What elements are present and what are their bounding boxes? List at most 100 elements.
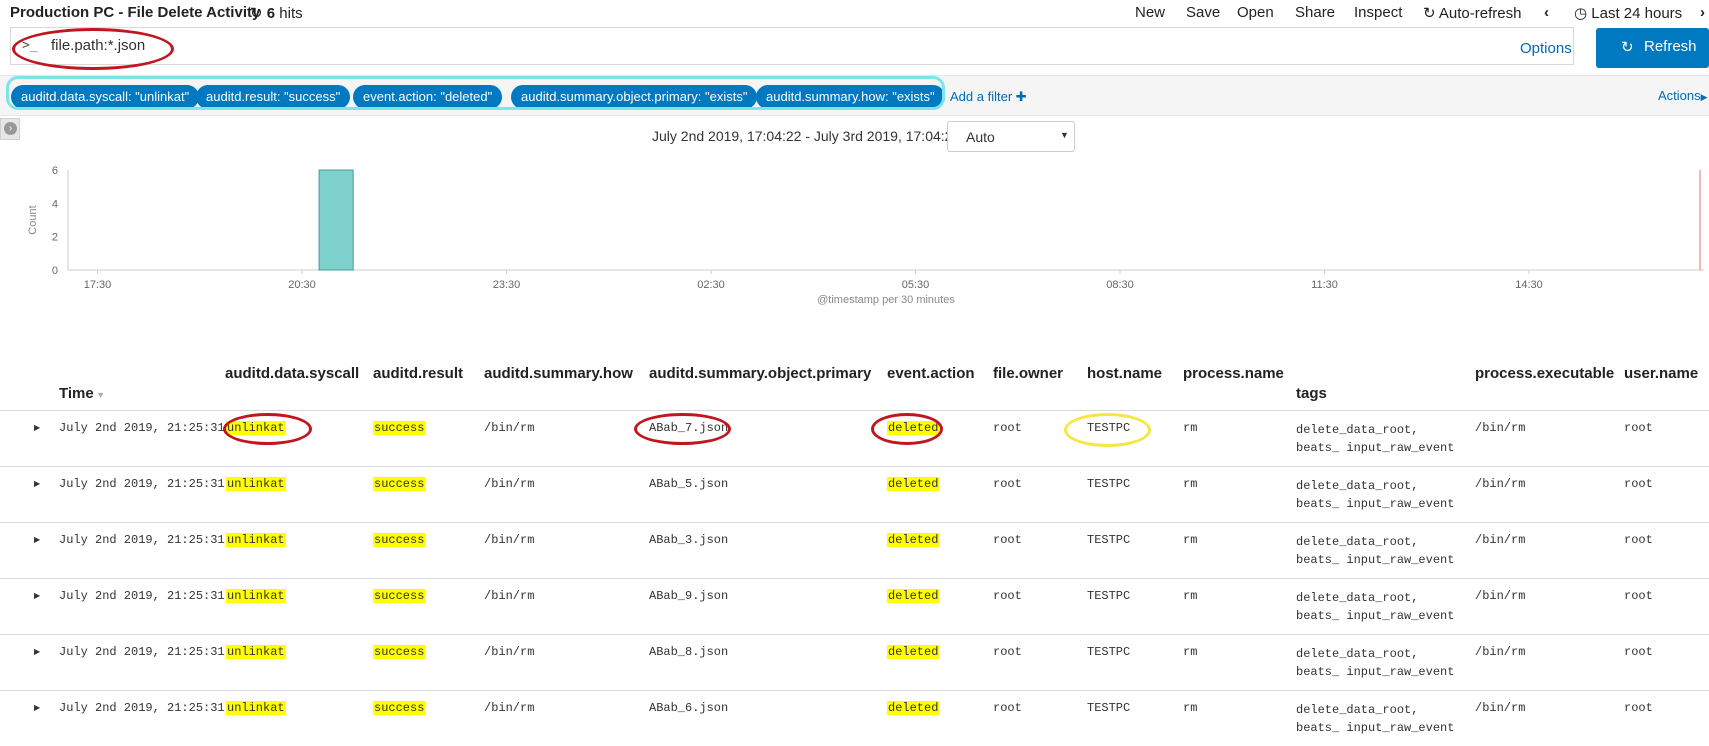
new-button[interactable]: New <box>1135 4 1166 21</box>
time-back-chevron-icon[interactable]: ‹ <box>1544 4 1549 21</box>
cell-executable: /bin/rm <box>1475 477 1526 491</box>
cell-process: rm <box>1183 645 1198 659</box>
cell-host: TESTPC <box>1087 645 1131 659</box>
top-bar: Production PC - File Delete Activity ↻ 6… <box>0 0 1709 26</box>
chevron-right-icon: › <box>4 122 17 135</box>
cell-host: TESTPC <box>1087 589 1131 603</box>
x-axis-label: @timestamp per 30 minutes <box>817 294 955 306</box>
refresh-icon: ↻ <box>1621 39 1634 56</box>
table-row[interactable]: ▶ July 2nd 2019, 21:25:31 unlinkat success /… <box>0 466 1709 522</box>
refresh-button[interactable]: ↻ Refresh <box>1596 28 1709 68</box>
column-header-owner[interactable]: file.owner <box>993 365 1064 382</box>
cell-how: /bin/rm <box>484 477 535 491</box>
cell-action: deleted <box>887 477 940 491</box>
expand-row-icon[interactable]: ▶ <box>34 479 41 488</box>
highlight-match: unlinkat <box>226 589 286 603</box>
cell-owner: root <box>993 645 1022 659</box>
cell-user: root <box>1624 645 1653 659</box>
highlight-match: deleted <box>887 645 940 659</box>
column-header-how[interactable]: auditd.summary.how <box>484 365 633 382</box>
column-header-tags[interactable]: tags <box>1296 385 1327 402</box>
interval-value: Auto <box>966 129 995 145</box>
histogram-chart: 0 2 4 6 17:30 20:30 23:30 02:30 05:30 08:30 11:30 1… <box>0 160 1709 340</box>
refresh-hits-icon: ↻ <box>250 5 263 22</box>
table-row[interactable]: ▶ July 2nd 2019, 21:25:31 unlinkat success /… <box>0 690 1709 746</box>
column-header-primary[interactable]: auditd.summary.object.primary <box>649 365 872 382</box>
expand-row-icon[interactable]: ▶ <box>34 591 41 600</box>
cell-syscall: unlinkat <box>226 701 286 715</box>
cell-primary: ABab_6.json <box>649 701 729 715</box>
cell-executable: /bin/rm <box>1475 701 1526 715</box>
query-text[interactable]: file.path:*.json <box>51 37 146 54</box>
cell-primary: ABab_7.json <box>649 421 729 435</box>
highlight-match: success <box>373 589 426 603</box>
open-button[interactable]: Open <box>1237 4 1274 21</box>
cell-time: July 2nd 2019, 21:25:31 <box>59 421 225 435</box>
cell-owner: root <box>993 421 1022 435</box>
column-header-executable[interactable]: process.executable <box>1475 365 1615 382</box>
column-header-time[interactable]: Time ▼ <box>59 385 105 402</box>
filter-pill[interactable]: auditd.summary.how: "exists" <box>756 85 945 109</box>
column-header-syscall[interactable]: auditd.data.syscall <box>225 365 360 382</box>
expand-row-icon[interactable]: ▶ <box>34 423 41 432</box>
save-button[interactable]: Save <box>1186 4 1221 21</box>
cell-syscall: unlinkat <box>226 589 286 603</box>
sort-down-icon: ▼ <box>93 390 106 400</box>
x-tick-label: 08:30 <box>1106 279 1134 291</box>
column-header-host[interactable]: host.name <box>1087 365 1163 382</box>
time-forward-chevron-icon[interactable]: › <box>1700 4 1705 21</box>
add-filter-link[interactable]: Add a filter ✚ <box>950 89 1027 105</box>
y-tick-label: 2 <box>52 232 58 244</box>
cell-owner: root <box>993 533 1022 547</box>
filter-pill[interactable]: auditd.summary.object.primary: "exists" <box>511 85 758 109</box>
time-picker-button[interactable]: ◷ Last 24 hours <box>1574 4 1682 22</box>
highlight-match: unlinkat <box>226 645 286 659</box>
expand-row-icon[interactable]: ▶ <box>34 647 41 656</box>
x-tick-label: 23:30 <box>493 279 521 291</box>
filter-actions-link[interactable]: Actions▶ <box>1658 88 1708 103</box>
query-input[interactable]: >_ file.path:*.json <box>10 27 1574 65</box>
auto-refresh-button[interactable]: ↻ Auto-refresh <box>1423 4 1521 22</box>
cell-action: deleted <box>887 421 940 435</box>
inspect-button[interactable]: Inspect <box>1354 4 1403 21</box>
table-row[interactable]: ▶ July 2nd 2019, 21:25:31 unlinkat success /… <box>0 634 1709 690</box>
interval-select[interactable]: Auto ▼ <box>947 121 1075 152</box>
column-header-action[interactable]: event.action <box>887 365 975 382</box>
filters-annotation-box <box>6 76 945 110</box>
y-axis-label: Count <box>27 205 39 234</box>
cell-executable: /bin/rm <box>1475 589 1526 603</box>
cell-process: rm <box>1183 589 1198 603</box>
time-picker-label: Last 24 hours <box>1591 5 1683 22</box>
highlight-match: deleted <box>887 701 940 715</box>
x-tick-label: 11:30 <box>1311 279 1338 291</box>
expand-row-icon[interactable]: ▶ <box>34 703 41 712</box>
cell-syscall: unlinkat <box>226 533 286 547</box>
cell-tags: delete_data_root, beats_ input_raw_event <box>1296 647 1455 679</box>
filter-actions-label: Actions <box>1658 88 1701 103</box>
cell-result: success <box>373 533 426 547</box>
refresh-button-label: Refresh <box>1644 38 1697 55</box>
cell-time: July 2nd 2019, 21:25:31 <box>59 701 225 715</box>
sidebar-collapse-button[interactable]: › <box>0 118 20 140</box>
cell-tags: delete_data_root, beats_ input_raw_event <box>1296 479 1455 511</box>
table-row[interactable]: ▶ July 2nd 2019, 21:25:31 unlinkat success /… <box>0 522 1709 578</box>
cell-tags: delete_data_root, beats_ input_raw_event <box>1296 423 1455 455</box>
cell-tags: delete_data_root, beats_ input_raw_event <box>1296 535 1455 567</box>
share-button[interactable]: Share <box>1295 4 1336 21</box>
cell-result: success <box>373 421 426 435</box>
expand-row-icon[interactable]: ▶ <box>34 535 41 544</box>
filter-pill[interactable]: event.action: "deleted" <box>353 85 503 109</box>
cell-user: root <box>1624 589 1653 603</box>
table-row[interactable]: ▶ July 2nd 2019, 21:25:31 unlinkat success /… <box>0 410 1709 466</box>
column-header-user[interactable]: user.name <box>1624 365 1699 382</box>
filter-pill[interactable]: auditd.data.syscall: "unlinkat" <box>11 85 200 109</box>
filter-pill[interactable]: auditd.result: "success" <box>196 85 351 109</box>
page-title: Production PC - File Delete Activity <box>10 4 261 21</box>
table-row[interactable]: ▶ July 2nd 2019, 21:25:31 unlinkat success /… <box>0 578 1709 634</box>
query-options-link[interactable]: Options <box>1520 40 1572 57</box>
histogram-svg: 0 2 4 6 17:30 20:30 23:30 02:30 05:30 08:30 11:30 1… <box>27 165 1704 306</box>
column-header-process[interactable]: process.name <box>1183 365 1284 382</box>
column-header-result[interactable]: auditd.result <box>373 365 464 382</box>
cell-executable: /bin/rm <box>1475 533 1526 547</box>
cell-tags: delete_data_root, beats_ input_raw_event <box>1296 703 1455 735</box>
